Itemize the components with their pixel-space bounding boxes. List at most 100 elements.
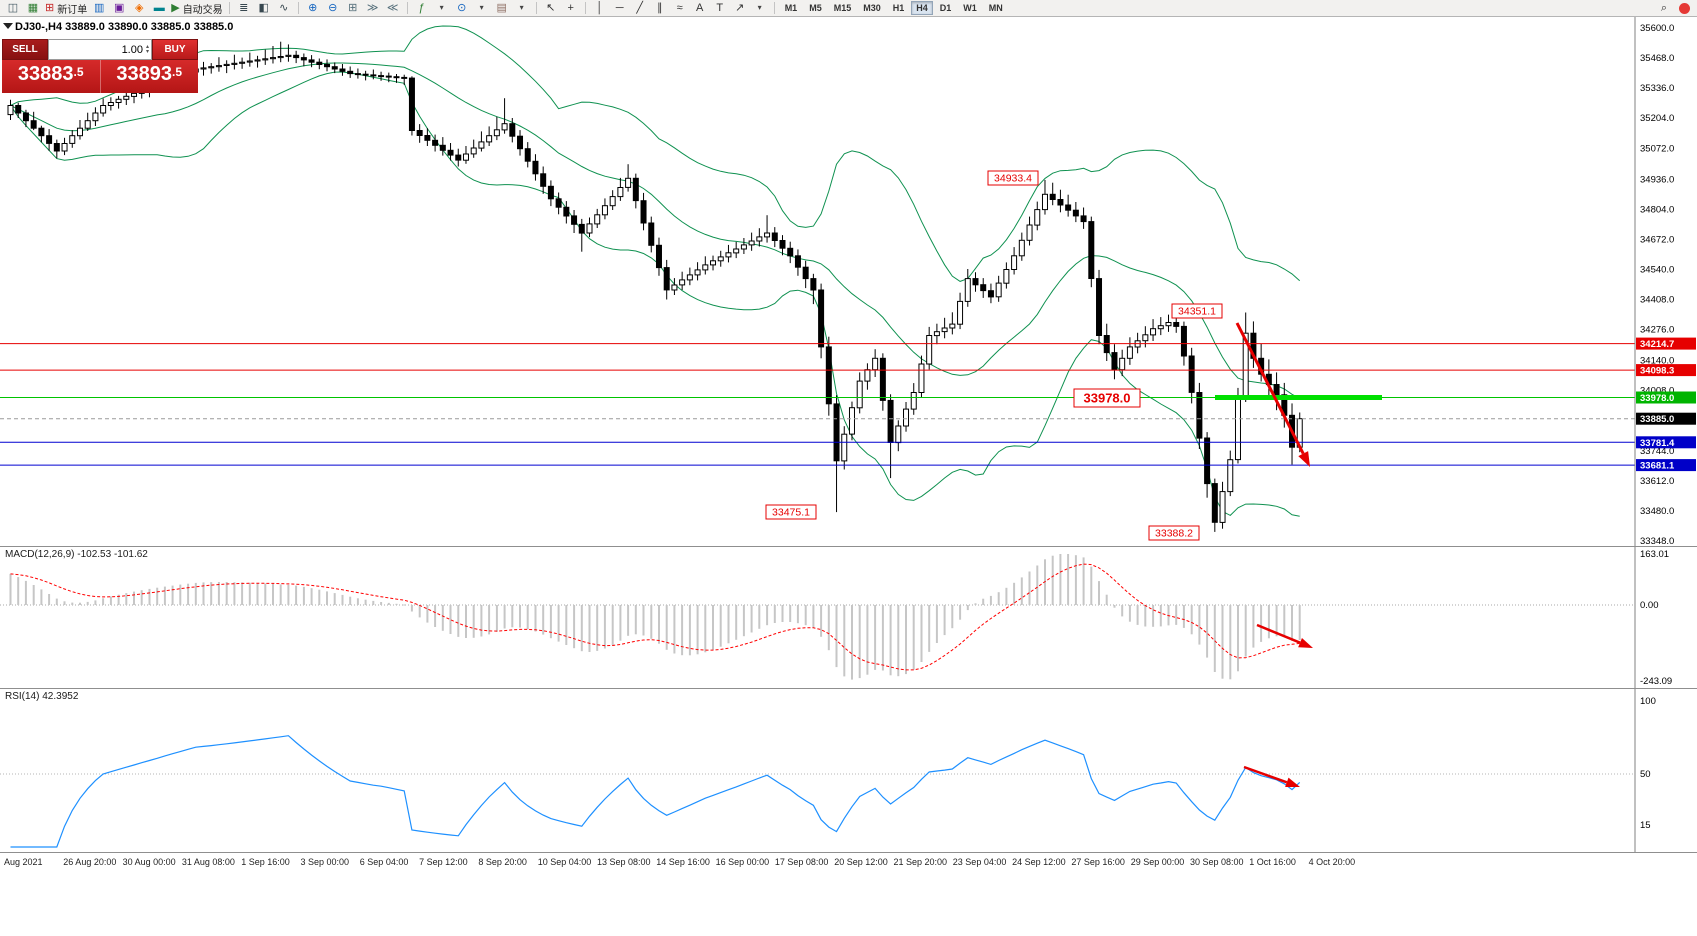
timeframe-w1[interactable]: W1 [963, 3, 977, 13]
autotrading-button[interactable]: ▶ 自动交易 [169, 1, 224, 16]
chart-profiles-icon[interactable]: ▦ [23, 1, 43, 16]
price-annotation-box[interactable] [1171, 303, 1223, 319]
tile-windows-icon: ⊞ [348, 1, 358, 14]
chart-shift-icon[interactable]: ≪ [383, 1, 403, 16]
buy-button[interactable]: BUY [152, 39, 198, 60]
time-axis-label: 3 Sep 00:00 [300, 857, 350, 867]
channel-icon[interactable]: ∥ [650, 1, 670, 16]
label-icon[interactable]: T [710, 1, 730, 16]
bar-chart-icon[interactable]: ≣ [234, 1, 254, 16]
autotrading-button: ▶ [171, 1, 180, 14]
trend-arrow[interactable] [1256, 623, 1301, 644]
cursor-icon: ↖ [546, 1, 556, 14]
lot-decrease-button[interactable]: ▾ [145, 48, 149, 55]
data-window-icon[interactable]: ▣ [109, 1, 129, 16]
new-chart-icon[interactable]: ◫ [3, 1, 23, 16]
horizontal-line-icon[interactable]: ─ [610, 1, 630, 16]
trend-arrow-head [1298, 451, 1310, 467]
rsi-chart-surface[interactable]: 100 50 15 [0, 689, 1697, 852]
line-chart-icon[interactable]: ∿ [274, 1, 294, 16]
price-chart-panel[interactable]: 35600.0 35468.0 35336.0 35204.0 35072.0 34936… [0, 17, 1697, 546]
zoom-in-icon[interactable]: ⊕ [303, 1, 323, 16]
market-watch-icon: ▥ [94, 1, 105, 14]
timeframe-m5[interactable]: M5 [809, 3, 822, 13]
rsi-line [10, 735, 1301, 848]
terminal-icon[interactable]: ▬ [149, 1, 169, 16]
vertical-line-icon[interactable]: │ [590, 1, 610, 16]
tile-windows-icon[interactable]: ⊞ [343, 1, 363, 16]
periods-dropdown-icon: ▾ [479, 3, 484, 12]
price-badge [1636, 436, 1696, 449]
trend-arrow[interactable] [1235, 322, 1305, 455]
sell-button[interactable]: SELL [2, 39, 48, 60]
text-icon[interactable]: A [690, 1, 710, 16]
price-annotation-box[interactable] [1148, 525, 1200, 541]
rsi-axis-label: 100 [1640, 696, 1656, 707]
time-axis-label: 30 Sep 08:00 [1190, 857, 1244, 867]
timeframe-m1[interactable]: M1 [784, 3, 798, 13]
price-axis-label: 34672.0 [1640, 234, 1674, 245]
periods-dropdown-icon[interactable]: ▾ [472, 1, 492, 16]
price-axis-label: 34008.0 [1640, 386, 1674, 397]
macd-chart-surface[interactable]: 163.01 0.00 -243.09 [0, 547, 1697, 688]
one-click-toggle[interactable] [3, 23, 13, 29]
templates-dropdown-icon[interactable]: ▾ [512, 1, 532, 16]
time-axis-label: 1 Sep 16:00 [241, 857, 290, 867]
timeframe-h1[interactable]: H1 [892, 3, 905, 13]
arrows-tool-icon: ↗ [735, 1, 745, 14]
auto-scroll-icon[interactable]: ≫ [363, 1, 383, 16]
sell-price-frac: .5 [73, 65, 84, 79]
price-annotation-box[interactable] [765, 504, 817, 520]
price-badge-label: 34098.3 [1640, 366, 1674, 377]
bollinger-lower-line [10, 71, 1300, 517]
price-badge-label: 33781.4 [1640, 438, 1675, 449]
new-order-button[interactable]: ⊞ 新订单 [43, 1, 89, 16]
candlestick-chart-icon[interactable]: ◧ [254, 1, 274, 16]
main-chart-surface[interactable]: 35600.0 35468.0 35336.0 35204.0 35072.0 34936… [0, 17, 1697, 546]
lot-size-field[interactable]: 1.00 ▴ ▾ [48, 39, 152, 60]
zoom-out-icon[interactable]: ⊖ [323, 1, 343, 16]
fibonacci-icon[interactable]: ≈ [670, 1, 690, 16]
autotrading-button-label: 自动交易 [182, 4, 223, 16]
periods-icon[interactable]: ⊙ [452, 1, 472, 16]
indicators-icon: ƒ [418, 1, 425, 14]
timeframe-m15[interactable]: M15 [833, 3, 852, 13]
terminal-icon: ▬ [153, 1, 165, 14]
trendline-icon[interactable]: ╱ [630, 1, 650, 16]
trend-arrow[interactable] [1243, 765, 1288, 784]
indicators-dropdown-icon[interactable]: ▾ [432, 1, 452, 16]
rsi-label: RSI(14) 42.3952 [5, 691, 79, 702]
price-axis-label: 34540.0 [1640, 265, 1674, 276]
arrows-dropdown-icon[interactable]: ▾ [750, 1, 770, 16]
indicators-icon[interactable]: ƒ [412, 1, 432, 16]
time-axis-label: 29 Sep 00:00 [1130, 857, 1185, 867]
rsi-panel[interactable]: 100 50 15 RSI(14) 42.3952 [0, 688, 1697, 852]
price-axis-label: 34804.0 [1640, 204, 1674, 215]
arrows-tool-icon[interactable]: ↗ [730, 1, 750, 16]
macd-panel[interactable]: 163.01 0.00 -243.09 MACD(12,26,9) -102.53 … [0, 546, 1697, 688]
chart-shift-icon: ≪ [386, 1, 399, 14]
timeframe-mn[interactable]: MN [988, 3, 1003, 13]
price-badge-label: 33681.1 [1640, 461, 1675, 472]
templates-icon[interactable]: ▤ [492, 1, 512, 16]
search-icon[interactable]: ⌕ [1654, 1, 1674, 16]
cursor-icon[interactable]: ↖ [541, 1, 561, 16]
bar-chart-icon: ≣ [239, 1, 249, 14]
search-icon: ⌕ [1660, 1, 1668, 14]
timeframe-m30[interactable]: M30 [863, 3, 881, 13]
market-watch-icon[interactable]: ▥ [89, 1, 109, 16]
crosshair-icon[interactable]: + [561, 1, 581, 16]
timeframe-h4[interactable]: H4 [911, 1, 933, 15]
sell-price[interactable]: 33883 .5 [2, 60, 101, 93]
macd-axis-label: -243.09 [1640, 676, 1672, 687]
buy-price[interactable]: 33893 .5 [101, 60, 199, 93]
lot-increase-button[interactable]: ▴ [145, 43, 149, 50]
toolbar-separator [228, 2, 230, 14]
price-annotation-box[interactable] [987, 170, 1039, 186]
navigator-icon[interactable]: ◈ [129, 1, 149, 16]
price-badge [1636, 412, 1696, 425]
price-annotation-box[interactable] [1073, 388, 1141, 408]
timeframe-d1[interactable]: D1 [939, 3, 952, 13]
status-badge[interactable] [1679, 2, 1690, 14]
time-axis[interactable]: Aug 2021 26 Aug 20:00 30 Aug 00:00 31 Aug 0… [0, 852, 1697, 872]
